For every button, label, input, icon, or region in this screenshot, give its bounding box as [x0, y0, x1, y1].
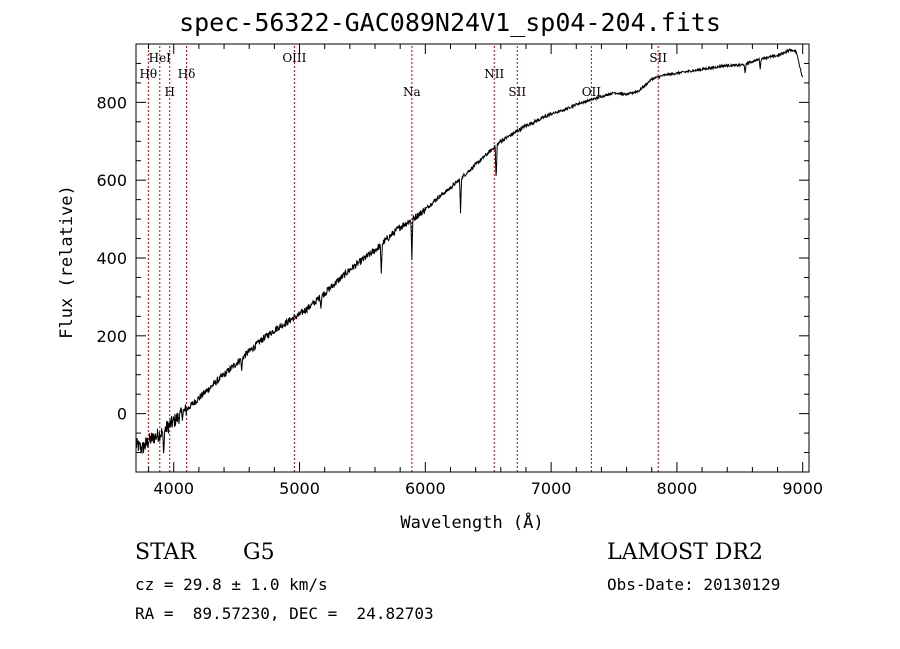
coordinates-text: RA = 89.57230, DEC = 24.82703 — [135, 604, 434, 623]
line-marker-label: Hδ — [178, 67, 196, 81]
line-marker-label: OII — [582, 85, 602, 99]
x-axis-label: Wavelength (Å) — [400, 511, 543, 533]
x-tick-label: 9000 — [782, 479, 823, 498]
line-marker-label: OIII — [282, 51, 306, 65]
line-marker-label: H — [164, 85, 174, 99]
spectrum-line — [135, 48, 803, 455]
plot-frame — [135, 43, 810, 473]
redshift-text: cz = 29.8 ± 1.0 km/s — [135, 575, 328, 594]
object-type: STAR — [135, 540, 196, 565]
line-marker-label: HeI — [149, 51, 172, 65]
tick-labels: 4000 5000 6000 7000 8000 9000 0 200 400 600 800 — [96, 93, 823, 498]
survey-name: LAMOST DR2 — [607, 540, 763, 565]
y-tick-label: 400 — [96, 249, 127, 268]
y-tick-label: 800 — [96, 93, 127, 112]
x-tick-label: 4000 — [153, 479, 194, 498]
line-marker-label: SII — [649, 51, 667, 65]
x-tick-label: 7000 — [531, 479, 572, 498]
line-marker-label: Hθ — [139, 67, 157, 81]
y-tick-label: 200 — [96, 327, 127, 346]
line-marker-label: Na — [403, 85, 421, 99]
x-tick-label: 5000 — [279, 479, 320, 498]
x-tick-label: 8000 — [657, 479, 698, 498]
y-tick-label: 0 — [117, 405, 127, 424]
y-axis-label: Flux (relative) — [57, 185, 77, 339]
axis-ticks — [136, 44, 809, 472]
line-marker-label: SII — [508, 85, 526, 99]
spectral-subclass: G5 — [243, 540, 275, 565]
chart-title: spec-56322-GAC089N24V1_sp04-204.fits — [179, 8, 721, 37]
x-tick-label: 6000 — [405, 479, 446, 498]
obs-date-text: Obs-Date: 20130129 — [607, 575, 781, 594]
line-marker-label: NII — [484, 67, 504, 81]
line-markers: Hθ HeI H Hδ OIII Na NII SII OII SII — [139, 46, 667, 472]
y-tick-label: 600 — [96, 171, 127, 190]
